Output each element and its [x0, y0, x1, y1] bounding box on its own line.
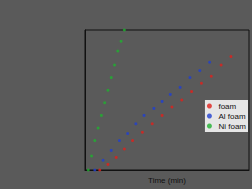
- svg-text:foam: foam: [218, 102, 236, 111]
- svg-text:Ni foam: Ni foam: [218, 122, 246, 131]
- svg-text:Al foam: Al foam: [218, 112, 245, 121]
- svg-text:Time (min): Time (min): [148, 176, 186, 185]
